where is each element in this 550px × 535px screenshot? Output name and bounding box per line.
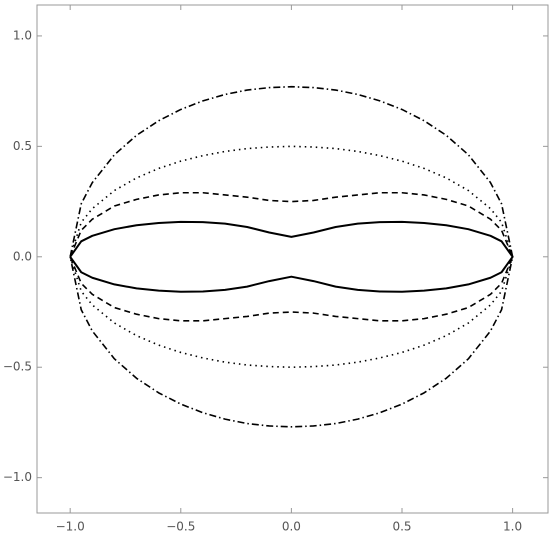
- y-tick-label: −0.5: [3, 360, 32, 374]
- y-tick-label: 0.5: [13, 139, 32, 153]
- x-tick-label: −1.0: [56, 520, 85, 534]
- x-tick-label: 0.0: [282, 520, 301, 534]
- curve: [69, 220, 514, 293]
- curve: [69, 85, 514, 428]
- x-tick-label: −0.5: [166, 520, 195, 534]
- x-tick-label: 0.5: [392, 520, 411, 534]
- plot-frame: [36, 4, 549, 514]
- y-tick-label: 1.0: [13, 28, 32, 42]
- curve: [69, 145, 514, 369]
- x-tick-label: 1.0: [503, 520, 522, 534]
- curve: [69, 191, 514, 322]
- y-tick-label: 0.0: [13, 249, 32, 263]
- y-tick-label: −1.0: [3, 470, 32, 484]
